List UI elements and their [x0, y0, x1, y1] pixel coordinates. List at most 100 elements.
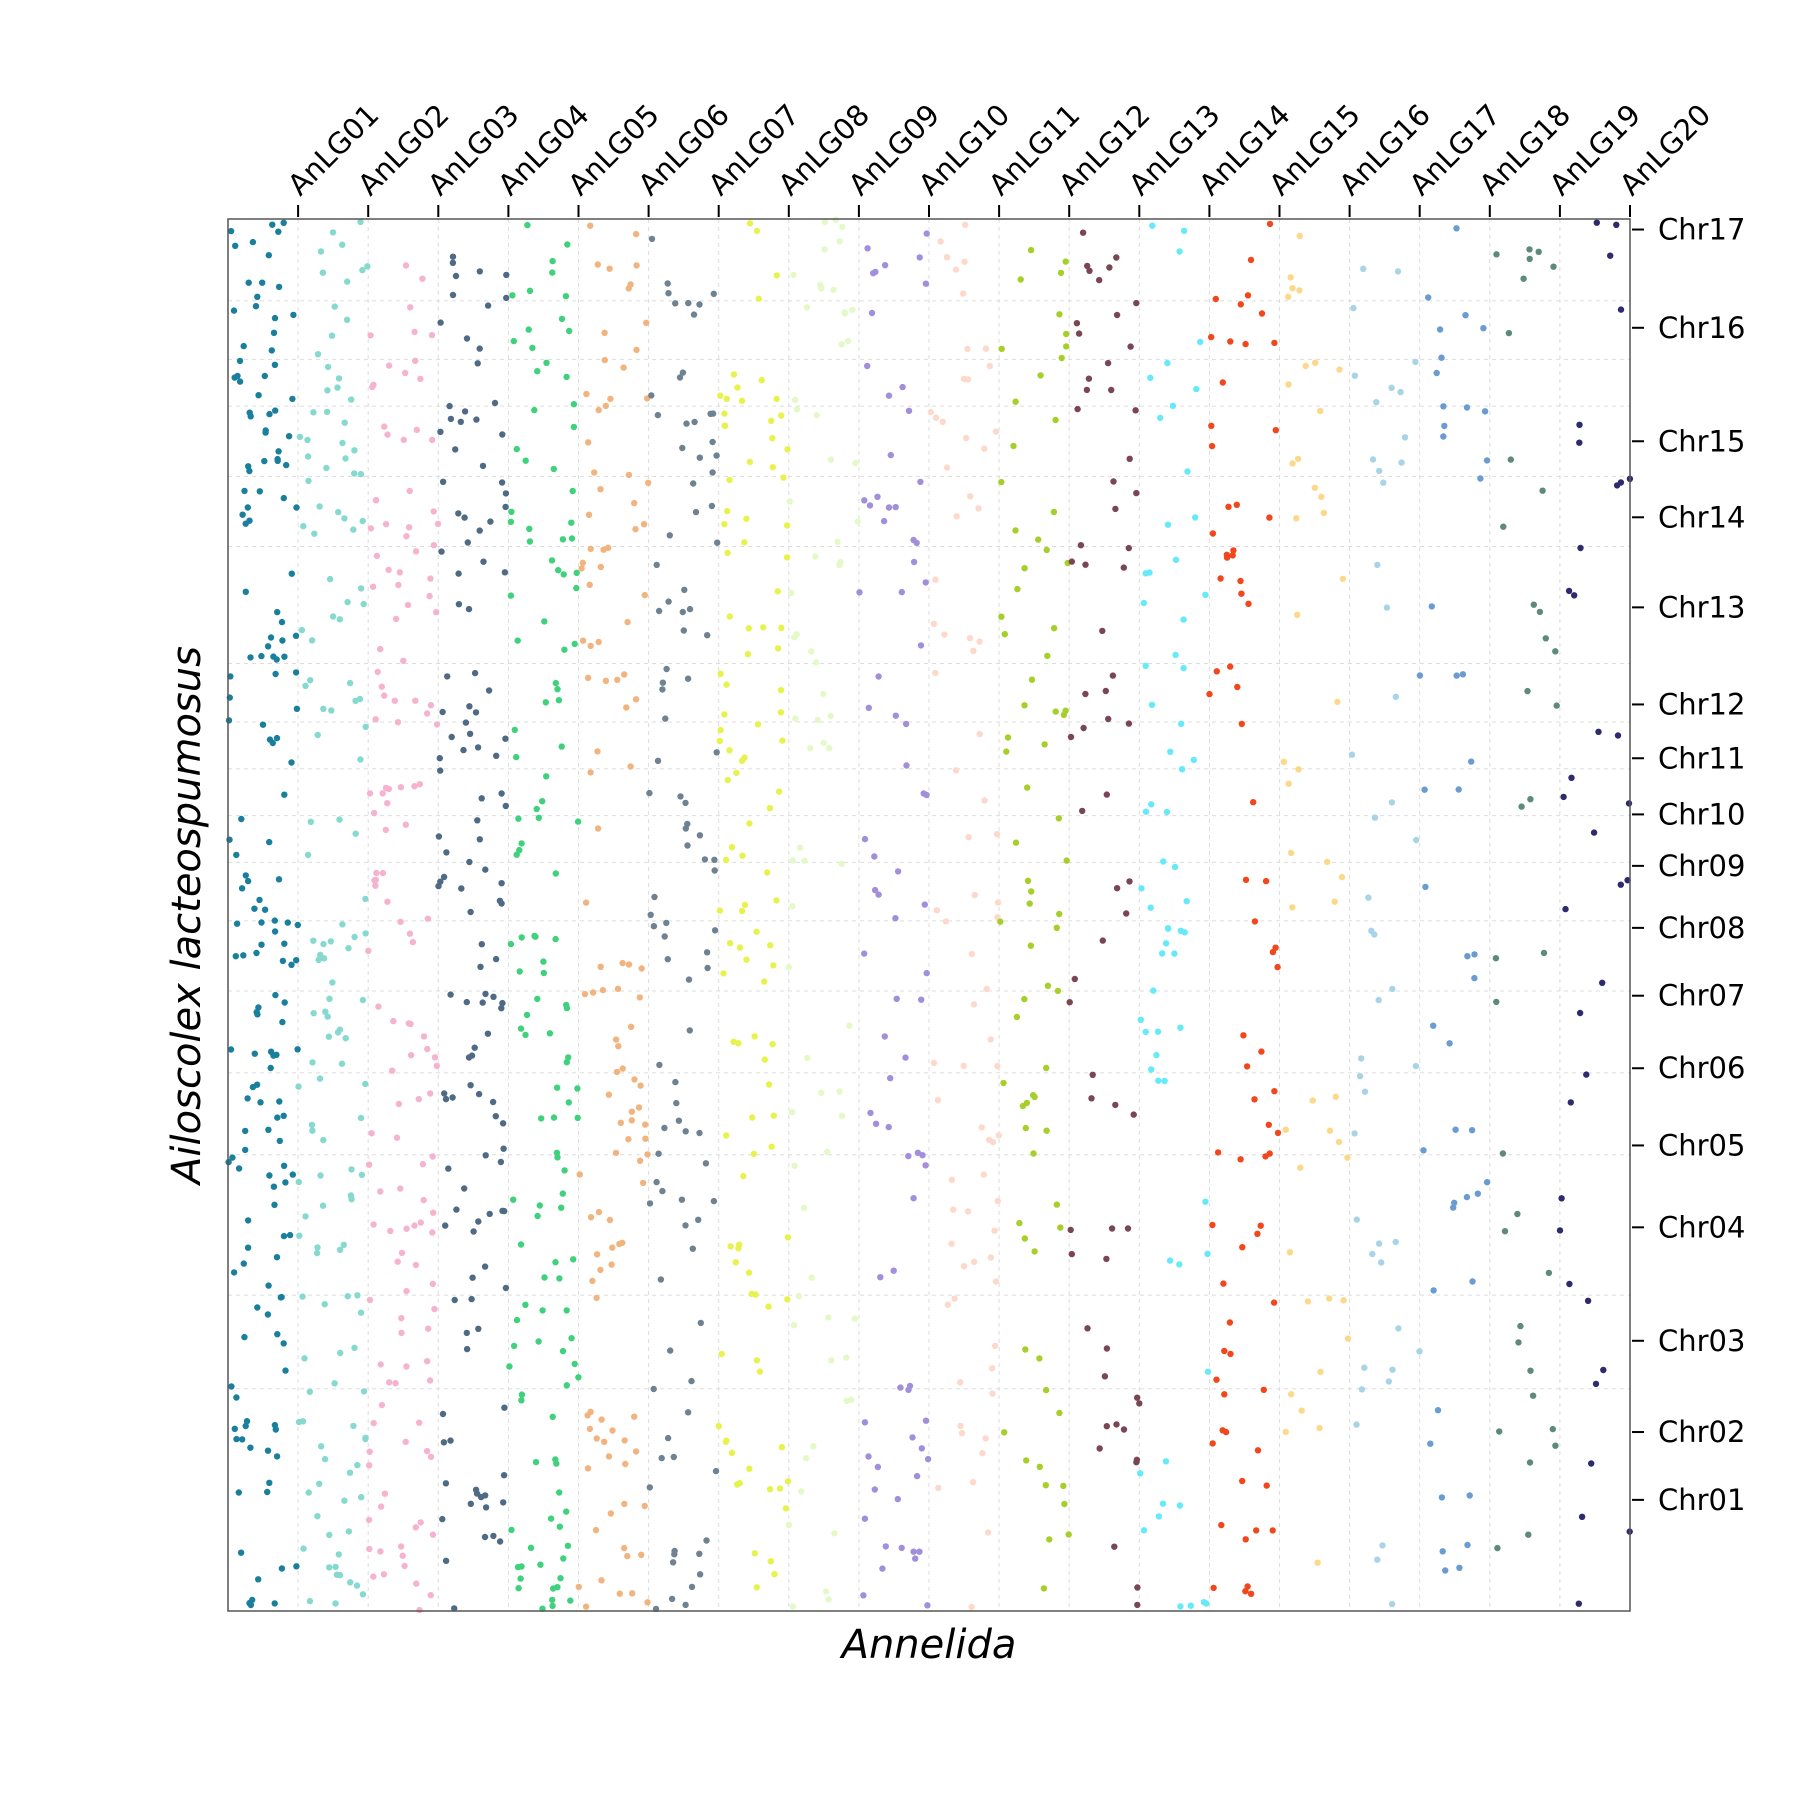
point	[1062, 258, 1069, 265]
point	[1481, 408, 1489, 415]
point	[1358, 1055, 1365, 1062]
point	[865, 1453, 872, 1460]
point	[964, 345, 971, 353]
point	[455, 570, 462, 577]
point	[801, 857, 808, 864]
point	[1239, 1244, 1246, 1251]
point	[656, 1061, 663, 1069]
point	[861, 497, 868, 504]
point	[377, 1548, 384, 1555]
point	[1463, 1193, 1471, 1201]
point	[417, 375, 424, 382]
point	[502, 503, 509, 511]
point	[595, 638, 602, 646]
point	[787, 589, 795, 597]
point	[631, 499, 638, 507]
point	[552, 1456, 559, 1463]
point	[1183, 898, 1190, 905]
point	[768, 1143, 775, 1150]
point	[1576, 421, 1583, 428]
point	[978, 1124, 985, 1131]
point	[471, 669, 479, 677]
point	[1238, 590, 1245, 597]
point	[339, 921, 346, 928]
point	[735, 1040, 742, 1047]
point	[1103, 1345, 1111, 1352]
point	[333, 1571, 341, 1578]
point	[507, 940, 515, 948]
point	[276, 1098, 283, 1105]
point	[632, 526, 639, 533]
point	[225, 717, 233, 724]
point	[281, 791, 288, 798]
point	[1043, 546, 1050, 554]
point	[543, 773, 550, 780]
point	[704, 632, 711, 639]
point	[1237, 301, 1245, 308]
point	[682, 799, 689, 807]
point	[295, 1083, 302, 1090]
point	[1155, 1077, 1162, 1084]
point	[743, 515, 750, 522]
point	[802, 1455, 810, 1462]
point	[711, 867, 718, 874]
y-tick-label: Chr11	[1658, 741, 1745, 775]
y-tick-label: Chr04	[1658, 1210, 1745, 1244]
point	[894, 1495, 901, 1503]
point	[950, 1206, 957, 1213]
point	[428, 331, 436, 339]
point	[344, 278, 351, 285]
point	[1287, 274, 1294, 281]
point	[1001, 1429, 1008, 1436]
point	[767, 1558, 774, 1565]
point	[1434, 1407, 1442, 1414]
point	[587, 222, 594, 229]
point	[1480, 325, 1487, 332]
point	[1420, 1147, 1427, 1154]
point	[279, 637, 286, 644]
point	[804, 1054, 811, 1062]
point	[531, 406, 538, 414]
point	[1577, 544, 1584, 552]
point	[429, 1229, 436, 1236]
point	[871, 853, 878, 860]
point	[270, 329, 278, 336]
point	[547, 1515, 555, 1522]
point	[1102, 687, 1110, 695]
point	[316, 1075, 324, 1082]
point	[241, 1333, 248, 1341]
point	[472, 709, 480, 716]
point	[233, 920, 241, 927]
point	[1204, 1250, 1211, 1258]
point	[527, 1544, 535, 1552]
point	[696, 301, 703, 308]
point	[340, 1241, 347, 1249]
point	[247, 1601, 255, 1609]
point	[435, 833, 443, 840]
point	[1549, 1425, 1557, 1433]
point	[549, 257, 556, 265]
point	[390, 1017, 397, 1025]
point	[963, 434, 970, 442]
point	[678, 1196, 686, 1203]
point	[463, 1345, 471, 1353]
point	[782, 1505, 790, 1512]
point	[1254, 1447, 1262, 1454]
point	[854, 518, 861, 525]
point	[703, 949, 711, 956]
point	[1296, 287, 1303, 294]
point	[684, 1409, 692, 1416]
point	[619, 1065, 626, 1072]
point	[316, 1480, 323, 1488]
point	[280, 494, 287, 502]
point	[595, 406, 602, 414]
point	[1260, 1386, 1268, 1394]
series-AnLG04	[435, 253, 510, 1612]
point	[351, 1344, 358, 1352]
point	[342, 455, 349, 462]
point	[1463, 404, 1471, 411]
point	[447, 1437, 454, 1444]
point	[730, 371, 738, 378]
point	[1012, 527, 1019, 534]
series-AnLG02	[295, 218, 371, 1607]
